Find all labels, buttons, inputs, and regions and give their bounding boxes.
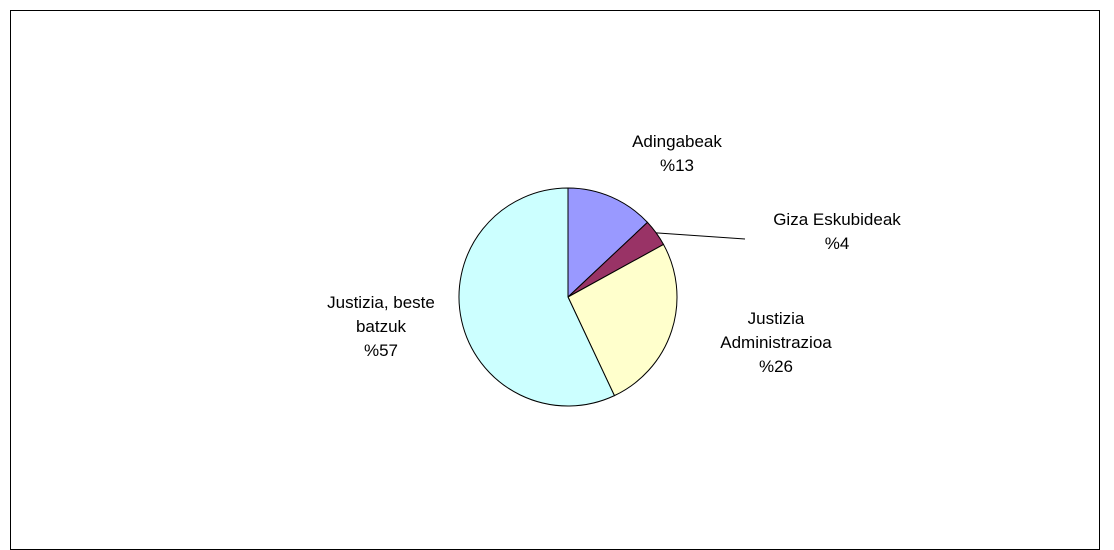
slice-name-line-2: batzuk [355,317,407,336]
slice-value: %13 [659,156,695,175]
slice-value: %57 [363,341,399,360]
slice-value: %26 [758,357,794,376]
slice-name: Giza Eskubideak [773,210,901,229]
slice-value: %4 [824,234,850,253]
pie-slice-justizia-administrazioa [567,243,678,397]
slice-name-line-2: Administrazioa [720,333,832,352]
slice-label-justizia-administrazioa: Justizia Administrazioa %26 [720,307,832,379]
slice-label-adingabeak: Adingabeak %13 [632,130,722,178]
pie-slice-justizia-beste-batzuk [458,187,616,407]
slice-label-giza-eskubideak: Giza Eskubideak %4 [773,208,901,256]
leader-line-giza-eskubideak [656,232,746,240]
slice-name-line-1: Justizia [747,309,805,328]
pie-chart [458,187,746,407]
slice-label-justizia-beste-batzuk: Justizia, beste batzuk %57 [327,291,435,363]
slice-name-line-1: Justizia, beste [327,293,435,312]
pie-slice-adingabeak [567,187,649,299]
slice-name: Adingabeak [632,132,722,151]
